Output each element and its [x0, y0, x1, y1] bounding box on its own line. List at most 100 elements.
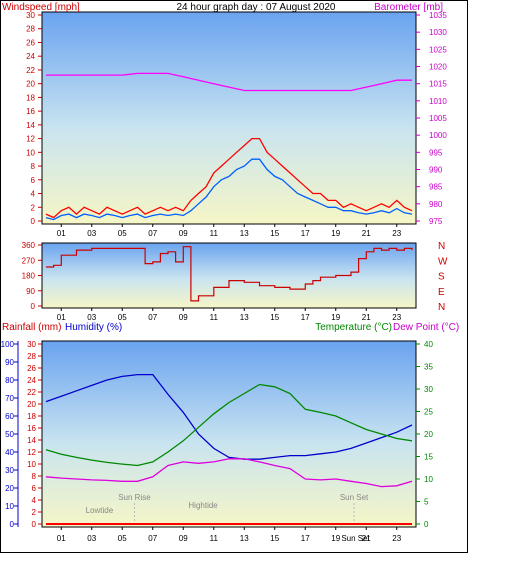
- windspeed-tick-label: 4: [31, 190, 36, 199]
- windspeed-tick-label: 0: [31, 217, 36, 226]
- compass-label: S: [438, 272, 445, 283]
- barometer-tick-label: 1005: [429, 114, 447, 123]
- compass-label: E: [438, 287, 445, 298]
- barometer-axis-label: Barometer [mb]: [374, 2, 443, 13]
- humidity-axis-label: Humidity (%): [65, 322, 122, 333]
- rainfall-tick-label: 28: [27, 352, 36, 361]
- event-annotation-label: Lowtide: [86, 506, 114, 515]
- barometer-tick-label: 1010: [429, 97, 447, 106]
- hour-tick-label: 11: [210, 313, 219, 322]
- hour-tick-label: 21: [362, 534, 371, 543]
- direction-tick-label: 0: [31, 302, 36, 311]
- windspeed-tick-label: 24: [26, 52, 35, 61]
- compass-label: W: [438, 256, 448, 267]
- rainfall-tick-label: 30: [27, 340, 36, 349]
- barometer-tick-label: 1020: [429, 63, 447, 72]
- event-annotation-label: Sun Rise: [118, 493, 151, 502]
- panel1-series-line-0: [45, 137, 413, 219]
- temperature-tick-label: 35: [424, 363, 433, 372]
- panel1-series-line-1: [45, 158, 413, 221]
- hour-tick-label: 15: [270, 534, 279, 543]
- panel3-series-line-0: [45, 373, 413, 460]
- hour-tick-label: 11: [210, 229, 219, 238]
- hour-tick-label: 05: [118, 229, 127, 238]
- panel3-series-line-2: [45, 458, 413, 488]
- hour-tick-label: 05: [118, 313, 127, 322]
- barometer-tick-label: 1030: [429, 28, 447, 37]
- rainfall-tick-label: 14: [27, 436, 36, 445]
- windspeed-tick-label: 2: [31, 203, 36, 212]
- direction-tick-label: 360: [22, 241, 36, 250]
- humidity-tick-label: 90: [5, 358, 14, 367]
- rainfall-tick-label: 24: [27, 376, 36, 385]
- windspeed-tick-label: 30: [26, 11, 35, 20]
- hour-tick-label: 19: [331, 313, 340, 322]
- temperature-tick-label: 10: [424, 475, 433, 484]
- temperature-tick-label: 20: [424, 430, 433, 439]
- windspeed-tick-label: 28: [26, 25, 35, 34]
- barometer-tick-label: 990: [429, 166, 443, 175]
- windspeed-tick-label: 22: [26, 66, 35, 75]
- hour-tick-label: 07: [148, 313, 157, 322]
- barometer-tick-label: 980: [429, 200, 443, 209]
- event-annotation-label: Hightide: [188, 501, 218, 510]
- rainfall-tick-label: 22: [27, 388, 36, 397]
- temperature-tick-label: 5: [424, 498, 429, 507]
- barometer-tick-label: 995: [429, 148, 443, 157]
- event-annotation-label: Sun Set: [341, 534, 370, 543]
- direction-tick-label: 270: [22, 256, 36, 265]
- windspeed-tick-label: 8: [31, 162, 36, 171]
- hour-tick-label: 09: [179, 229, 188, 238]
- windspeed-tick-label: 20: [26, 80, 35, 89]
- wind-direction-panel: [41, 242, 417, 309]
- hour-tick-label: 11: [210, 534, 219, 543]
- hour-tick-label: 17: [301, 229, 310, 238]
- event-annotation-label: Sun Set: [340, 493, 369, 502]
- rainfall-tick-label: 12: [27, 448, 36, 457]
- wind-barometer-panel: [41, 11, 417, 225]
- hour-tick-label: 13: [240, 534, 249, 543]
- panel1-series-line-2: [46, 72, 412, 92]
- windspeed-axis-label: Windspeed [mph]: [2, 2, 80, 13]
- rainfall-tick-label: 4: [32, 496, 37, 505]
- rainfall-tick-label: 10: [27, 460, 36, 469]
- hour-tick-label: 17: [301, 313, 310, 322]
- temperature-tick-label: 30: [424, 385, 433, 394]
- hour-tick-label: 23: [392, 534, 401, 543]
- panel3-series-line-1: [45, 383, 413, 467]
- humidity-tick-label: 30: [5, 466, 14, 475]
- hour-tick-label: 21: [362, 313, 371, 322]
- hour-tick-label: 21: [362, 229, 371, 238]
- temperature-tick-label: 0: [424, 520, 429, 529]
- rainfall-tick-label: 16: [27, 424, 36, 433]
- hour-tick-label: 09: [179, 313, 188, 322]
- hour-tick-label: 01: [57, 534, 66, 543]
- hour-tick-label: 07: [148, 534, 157, 543]
- humidity-tick-label: 100: [1, 340, 15, 349]
- windspeed-tick-label: 12: [26, 135, 35, 144]
- windspeed-tick-label: 14: [26, 121, 35, 130]
- humidity-tick-label: 0: [10, 520, 15, 529]
- barometer-tick-label: 1025: [429, 45, 447, 54]
- hour-tick-label: 15: [270, 229, 279, 238]
- windspeed-tick-label: 10: [26, 148, 35, 157]
- humidity-tick-label: 70: [5, 394, 14, 403]
- rainfall-tick-label: 8: [32, 472, 37, 481]
- hour-tick-label: 01: [57, 229, 66, 238]
- hour-tick-label: 19: [331, 534, 340, 543]
- temp-humidity-panel: [41, 340, 417, 528]
- hour-tick-label: 23: [392, 313, 401, 322]
- chart-title: 24 hour graph day : 07 August 2020: [176, 2, 335, 13]
- temperature-axis-label: Temperature (°C): [315, 322, 392, 333]
- hour-tick-label: 03: [87, 229, 96, 238]
- compass-label: N: [438, 302, 445, 313]
- humidity-tick-label: 10: [5, 502, 14, 511]
- wind-direction-line-0: [46, 246, 413, 302]
- hour-tick-label: 05: [118, 534, 127, 543]
- barometer-tick-label: 985: [429, 183, 443, 192]
- hour-tick-label: 13: [240, 313, 249, 322]
- rainfall-axis-label: Rainfall (mm): [2, 322, 61, 333]
- rainfall-tick-label: 6: [32, 484, 37, 493]
- hour-tick-label: 03: [87, 313, 96, 322]
